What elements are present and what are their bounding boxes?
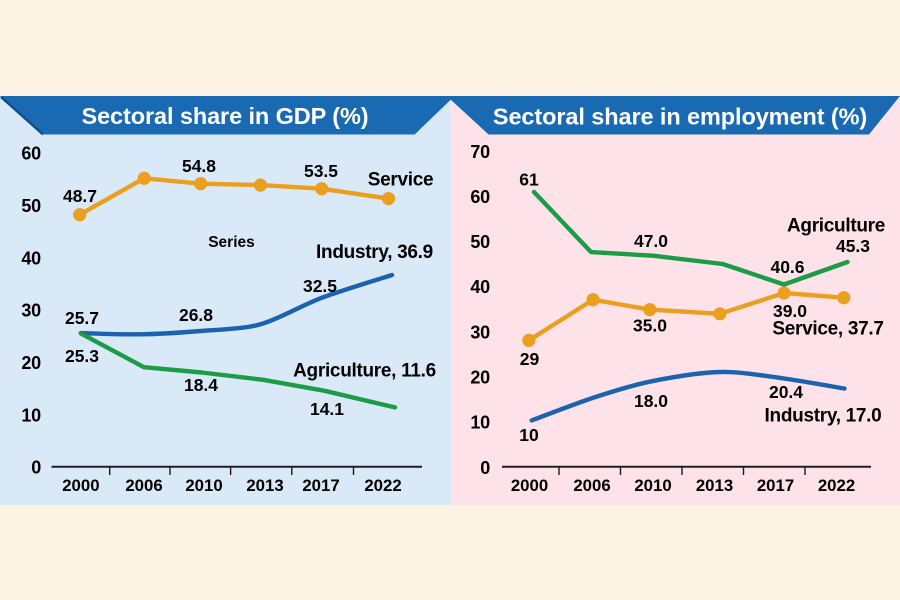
svg-text:18.4: 18.4: [184, 375, 218, 395]
svg-text:60: 60: [21, 144, 41, 164]
svg-text:2000: 2000: [62, 476, 99, 495]
svg-text:50: 50: [21, 196, 41, 216]
svg-text:32.5: 32.5: [303, 276, 337, 296]
svg-text:Service: Service: [368, 170, 434, 191]
svg-text:20: 20: [470, 368, 490, 388]
svg-text:2010: 2010: [185, 476, 222, 495]
svg-text:30: 30: [470, 322, 490, 342]
svg-text:2022: 2022: [818, 476, 855, 495]
svg-text:10: 10: [519, 425, 539, 445]
svg-text:0: 0: [31, 458, 41, 478]
svg-text:2022: 2022: [364, 476, 401, 495]
svg-text:2013: 2013: [696, 476, 733, 495]
svg-text:54.8: 54.8: [182, 156, 216, 176]
svg-text:2006: 2006: [125, 476, 162, 495]
svg-text:18.0: 18.0: [634, 391, 668, 411]
svg-text:40: 40: [470, 277, 490, 297]
svg-text:14.1: 14.1: [310, 399, 344, 419]
svg-text:50: 50: [470, 232, 490, 252]
svg-text:26.8: 26.8: [179, 305, 213, 325]
svg-text:2000: 2000: [511, 476, 548, 495]
svg-text:29: 29: [520, 349, 540, 369]
svg-text:25.7: 25.7: [65, 308, 99, 328]
svg-text:Sectoral share in employment (: Sectoral share in employment (%): [493, 104, 867, 130]
svg-text:Agriculture, 11.6: Agriculture, 11.6: [293, 361, 436, 382]
svg-text:47.0: 47.0: [634, 231, 668, 251]
svg-text:2006: 2006: [573, 476, 610, 495]
svg-text:53.5: 53.5: [304, 161, 338, 181]
svg-text:2017: 2017: [302, 476, 339, 495]
svg-text:45.3: 45.3: [836, 236, 870, 256]
svg-text:Service, 37.7: Service, 37.7: [772, 319, 883, 340]
svg-text:Series: Series: [208, 234, 255, 251]
svg-text:0: 0: [480, 458, 490, 478]
svg-text:40: 40: [21, 248, 41, 268]
svg-text:2010: 2010: [634, 476, 671, 495]
svg-text:Sectoral share in GDP (%): Sectoral share in GDP (%): [82, 103, 369, 129]
svg-text:2017: 2017: [757, 476, 794, 495]
svg-text:40.6: 40.6: [770, 257, 804, 277]
svg-text:70: 70: [470, 142, 490, 162]
svg-text:20.4: 20.4: [769, 382, 803, 402]
svg-text:Industry, 17.0: Industry, 17.0: [765, 406, 882, 427]
svg-text:61: 61: [519, 170, 539, 190]
svg-text:20: 20: [21, 353, 41, 373]
svg-text:2013: 2013: [246, 476, 283, 495]
svg-text:25.3: 25.3: [65, 346, 99, 366]
svg-text:35.0: 35.0: [633, 316, 667, 336]
svg-text:10: 10: [470, 413, 490, 433]
svg-text:30: 30: [21, 301, 41, 321]
svg-text:60: 60: [470, 187, 490, 207]
svg-text:39.0: 39.0: [773, 301, 807, 321]
svg-text:Agriculture: Agriculture: [787, 216, 885, 237]
svg-text:Industry, 36.9: Industry, 36.9: [316, 242, 433, 263]
svg-text:10: 10: [21, 405, 41, 425]
svg-text:48.7: 48.7: [63, 186, 97, 206]
